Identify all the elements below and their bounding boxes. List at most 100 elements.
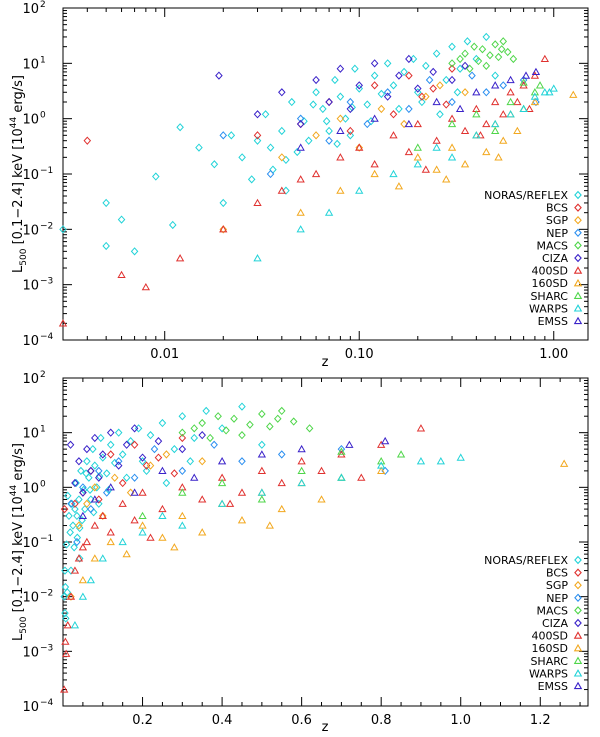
data-point-noras-reflex: [178, 412, 187, 421]
data-point-ciza: [215, 71, 223, 80]
data-point-noras-reflex: [395, 104, 403, 114]
data-point-ciza: [461, 61, 469, 71]
data-point-noras-reflex: [61, 566, 69, 575]
data-point-noras-reflex: [170, 444, 179, 454]
legend-label-160sd: 160SD: [532, 277, 568, 290]
data-point-400sd: [70, 566, 80, 574]
bottom-ylabel-main: L: [11, 633, 26, 641]
legend-label-160sd: 160SD: [532, 642, 568, 655]
data-point-160sd: [265, 521, 274, 529]
data-point-400sd: [355, 143, 364, 151]
top-y-tick-label: 10: [22, 2, 39, 17]
data-point-nep: [325, 136, 333, 145]
data-point-noras-reflex: [102, 469, 111, 478]
data-point-emss: [130, 488, 139, 496]
data-point-noras-reflex: [202, 406, 210, 416]
top-ylabel-sub: 500: [19, 248, 29, 265]
data-point-noras-reflex: [82, 469, 90, 478]
data-point-noras-reflex: [331, 75, 339, 85]
data-point-emss: [404, 119, 414, 128]
data-point-noras-reflex: [117, 215, 126, 224]
data-point-160sd: [138, 521, 147, 529]
data-point-emss: [432, 97, 441, 106]
data-point-noras-reflex: [400, 67, 408, 77]
data-point-warps: [540, 88, 550, 96]
top-ylabel-exp: 44: [9, 116, 19, 128]
data-point-400sd: [61, 637, 70, 645]
data-point-nep: [150, 444, 159, 454]
data-point-warps: [178, 521, 187, 529]
data-point-bcs: [83, 136, 92, 145]
data-point-warps: [217, 499, 227, 507]
data-point-400sd: [257, 466, 267, 474]
data-point-noras-reflex: [118, 450, 127, 459]
data-point-noras-reflex: [126, 436, 135, 446]
data-point-noras-reflex: [134, 424, 143, 433]
data-point-warps: [456, 453, 465, 461]
data-point-160sd: [442, 175, 451, 183]
top-y-tick-label: 10: [22, 113, 39, 128]
data-point-noras-reflex: [75, 495, 83, 504]
data-point-160sd: [170, 543, 179, 551]
legend-marker-nep: [574, 593, 582, 603]
data-point-noras-reflex: [218, 424, 226, 433]
data-point-noras-reflex: [186, 457, 195, 466]
data-point-sgp: [355, 143, 364, 152]
data-point-ciza: [405, 54, 413, 64]
top-y-axis-title: L500 [0.1−2.4] keV [1044 erg/s]: [9, 75, 29, 273]
data-point-macs: [448, 59, 456, 68]
data-point-macs: [238, 431, 246, 440]
data-point-noras-reflex: [67, 499, 76, 508]
data-point-warps: [253, 254, 262, 262]
data-point-noras-reflex: [73, 533, 82, 542]
data-point-noras-reflex: [363, 100, 372, 109]
data-point-noras-reflex: [287, 97, 296, 107]
data-point-noras-reflex: [418, 97, 426, 107]
legend-marker-warps: [573, 304, 583, 312]
top-y-tick-label: 10: [22, 57, 39, 72]
data-point-sgp: [422, 92, 430, 101]
bottom-x-tick-label: 0.8: [371, 713, 392, 728]
data-point-macs: [470, 42, 478, 51]
data-point-ciza: [198, 431, 206, 440]
legend-label-ciza: CIZA: [542, 617, 568, 630]
data-point-nep: [337, 444, 346, 454]
data-point-noras-reflex: [491, 71, 499, 80]
data-point-400sd: [530, 71, 540, 79]
data-point-warps: [416, 457, 426, 465]
data-point-noras-reflex: [282, 155, 290, 165]
data-point-noras-reflex: [436, 110, 444, 119]
data-point-400sd: [66, 592, 76, 600]
bottom-y-tick-label: 10: [22, 427, 39, 442]
data-point-warps: [389, 169, 398, 178]
data-point-warps: [491, 119, 500, 128]
data-point-warps: [98, 554, 107, 562]
data-point-noras-reflex: [102, 198, 110, 208]
data-point-noras-reflex: [210, 160, 219, 169]
data-point-400sd: [138, 488, 147, 496]
data-point-macs: [509, 54, 518, 64]
data-point-macs: [222, 426, 230, 435]
legend-marker-400sd: [573, 631, 583, 639]
data-point-bcs: [429, 84, 437, 93]
data-point-160sd: [277, 504, 286, 513]
legend-label-sgp: SGP: [546, 579, 569, 592]
top-y-tick-exponent: 2: [40, 0, 46, 10]
data-point-ciza: [178, 444, 187, 454]
data-point-400sd: [74, 554, 84, 562]
data-point-bcs: [106, 450, 115, 459]
data-point-sharc: [178, 488, 187, 496]
data-point-400sd: [525, 104, 534, 113]
data-point-400sd: [106, 528, 115, 536]
bottom-ylabel-unit: erg/s]: [11, 443, 26, 485]
legend-marker-sharc: [573, 656, 583, 664]
data-point-400sd: [296, 175, 305, 183]
top-y-tick-exponent: −1: [40, 166, 53, 176]
top-y-tick-exponent: 0: [40, 111, 46, 121]
data-point-noras-reflex: [370, 71, 379, 80]
data-point-160sd: [317, 495, 326, 503]
data-point-nep: [238, 457, 246, 466]
data-point-noras-reflex: [293, 147, 302, 157]
data-point-noras-reflex: [176, 123, 184, 132]
top-y-tick-label: 10: [22, 168, 39, 183]
